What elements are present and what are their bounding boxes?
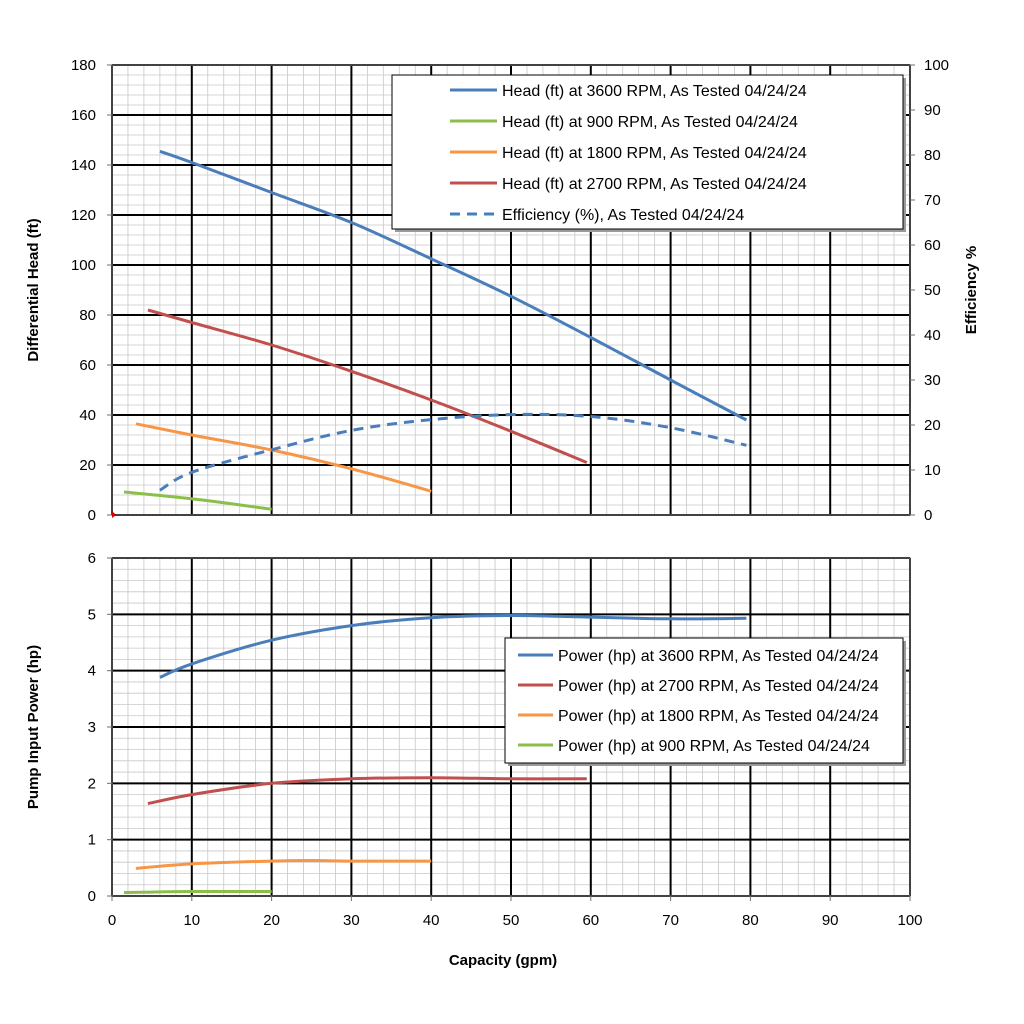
legend-entry-label: Head (ft) at 2700 RPM, As Tested 04/24/2…	[502, 176, 807, 193]
x-tick-label: 100	[897, 912, 922, 929]
series-line-4	[123, 889, 272, 895]
series-line-2	[123, 490, 272, 511]
series-group	[123, 149, 748, 511]
y-tick-label: 2	[88, 775, 96, 792]
series-group	[123, 613, 747, 895]
legend-entry-label: Power (hp) at 900 RPM, As Tested 04/24/2…	[558, 738, 870, 755]
y2-tick-label: 0	[924, 507, 932, 524]
legend: Head (ft) at 3600 RPM, As Tested 04/24/2…	[391, 74, 906, 232]
x-tick-label: 60	[582, 912, 599, 929]
y-axis-title: Differential Head (ft)	[25, 218, 42, 361]
legend-entry-label: Head (ft) at 3600 RPM, As Tested 04/24/2…	[502, 83, 807, 100]
x-tick-label: 40	[423, 912, 440, 929]
y2-tick-label: 60	[924, 237, 941, 254]
y-tick-label: 140	[71, 157, 96, 174]
y-tick-label: 60	[79, 357, 96, 374]
x-tick-label: 0	[108, 912, 116, 929]
x-tick-label: 30	[343, 912, 360, 929]
x-tick-label: 20	[263, 912, 280, 929]
y-tick-label: 0	[88, 888, 96, 905]
legend-entry-label: Power (hp) at 3600 RPM, As Tested 04/24/…	[558, 648, 879, 665]
y2-tick-label: 100	[924, 57, 949, 74]
y2-axis-title: Efficiency %	[963, 246, 980, 334]
x-tick-label: 50	[503, 912, 520, 929]
y2-tick-label: 70	[924, 192, 941, 209]
y2-tick-label: 50	[924, 282, 941, 299]
y-tick-label: 1	[88, 832, 96, 849]
x-axis-title: Capacity (gpm)	[449, 952, 557, 969]
x-tick-label: 80	[742, 912, 759, 929]
chart-panel-1: 0 20 40 60 80 100 120 140 160 180 0 10 20 30 40 50 60 70 8…	[25, 57, 980, 524]
y-tick-label: 120	[71, 207, 96, 224]
y-tick-label: 3	[88, 719, 96, 736]
y2-tick-label: 10	[924, 462, 941, 479]
y2-tick-label: 80	[924, 147, 941, 164]
series-line-5	[159, 412, 747, 492]
series-line-1	[159, 613, 747, 679]
y-tick-label: 6	[88, 550, 96, 567]
x-tick-label: 70	[662, 912, 679, 929]
legend-entry-label: Head (ft) at 900 RPM, As Tested 04/24/24	[502, 114, 798, 131]
legend-entry-label: Efficiency (%), As Tested 04/24/24	[502, 207, 744, 224]
y-tick-label: 0	[88, 507, 96, 524]
series-line-3	[135, 859, 432, 870]
legend-box	[504, 637, 904, 764]
legend: Power (hp) at 3600 RPM, As Tested 04/24/…	[504, 637, 906, 766]
series-line-1	[159, 149, 748, 422]
y-tick-label: 180	[71, 57, 96, 74]
series-line-2	[147, 776, 587, 806]
y-tick-label: 20	[79, 457, 96, 474]
y-axis-title: Pump Input Power (hp)	[25, 645, 42, 809]
series-line-4	[147, 308, 588, 464]
y-tick-label: 40	[79, 407, 96, 424]
y-tick-label: 80	[79, 307, 96, 324]
y-tick-label: 160	[71, 107, 96, 124]
x-tick-label: 10	[183, 912, 200, 929]
origin-marker	[112, 511, 116, 518]
y2-tick-label: 90	[924, 102, 941, 119]
y2-tick-label: 20	[924, 417, 941, 434]
legend-entry-label: Head (ft) at 1800 RPM, As Tested 04/24/2…	[502, 145, 807, 162]
x-tick-label: 90	[822, 912, 839, 929]
legend-entry-label: Power (hp) at 1800 RPM, As Tested 04/24/…	[558, 708, 879, 725]
legend-entry-label: Power (hp) at 2700 RPM, As Tested 04/24/…	[558, 678, 879, 695]
y2-tick-label: 30	[924, 372, 941, 389]
y-tick-label: 4	[88, 663, 96, 680]
y2-tick-label: 40	[924, 327, 941, 344]
y-tick-label: 5	[88, 606, 96, 623]
y-tick-label: 100	[71, 257, 96, 274]
